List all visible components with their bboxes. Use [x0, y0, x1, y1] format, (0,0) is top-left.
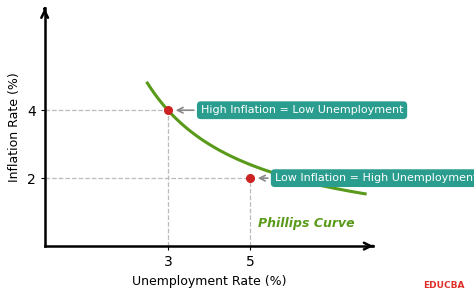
- Y-axis label: Inflation Rate (%): Inflation Rate (%): [9, 72, 21, 182]
- Text: EDUCBA: EDUCBA: [423, 281, 465, 290]
- X-axis label: Unemployment Rate (%): Unemployment Rate (%): [132, 275, 286, 288]
- Text: Low Inflation = High Unemployment: Low Inflation = High Unemployment: [275, 173, 474, 183]
- Text: Phillips Curve: Phillips Curve: [258, 217, 355, 230]
- Text: High Inflation = Low Unemployment: High Inflation = Low Unemployment: [201, 105, 403, 115]
